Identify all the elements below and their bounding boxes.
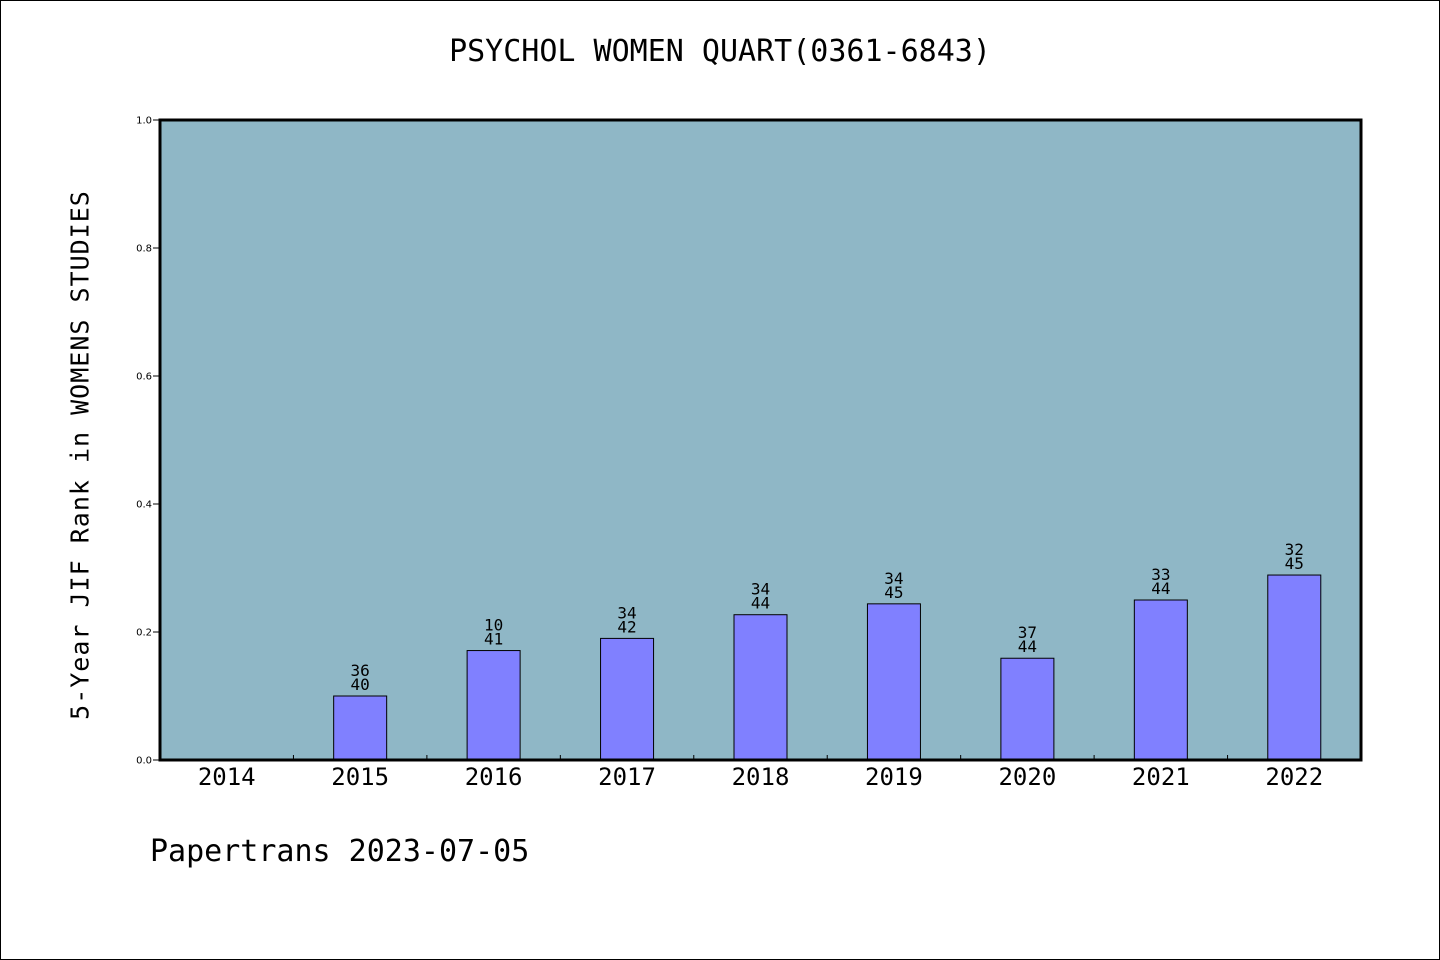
x-tick-label: 2015 <box>331 763 389 791</box>
x-tick-label: 2021 <box>1132 763 1190 791</box>
bar-rank-label: 34 <box>617 603 636 622</box>
bar-rank-label: 32 <box>1285 540 1304 559</box>
bar <box>333 695 388 761</box>
bar <box>733 614 788 761</box>
bar-rank-label: 10 <box>484 616 503 635</box>
bar-total-label: 45 <box>1285 554 1304 573</box>
bar <box>600 637 655 761</box>
x-tick-label: 2017 <box>598 763 656 791</box>
bar <box>1000 657 1055 761</box>
bar-rank-label: 37 <box>1018 623 1037 642</box>
bar-total-label: 44 <box>751 594 770 613</box>
y-tick-label: 1.0 <box>136 116 152 127</box>
y-tick-label: 0.8 <box>136 244 152 255</box>
plot-border <box>158 118 1363 762</box>
bar-total-label: 42 <box>617 617 636 636</box>
bar-total-label: 44 <box>1018 637 1037 656</box>
bar-total-label: 40 <box>351 675 370 694</box>
chart-title: PSYCHOL WOMEN QUART(0361-6843) <box>449 34 991 69</box>
x-tick-label: 2018 <box>732 763 790 791</box>
bar <box>466 650 521 761</box>
x-tick-label: 2022 <box>1265 763 1323 791</box>
y-tick-label: 0.4 <box>136 500 152 511</box>
x-tick-label: 2016 <box>465 763 523 791</box>
bar-rank-label: 33 <box>1151 565 1170 584</box>
bar <box>866 603 921 761</box>
bar-rank-label: 34 <box>884 569 903 588</box>
bar-rank-label: 34 <box>751 580 770 599</box>
bar-total-label: 41 <box>484 630 503 649</box>
bar-total-label: 45 <box>884 583 903 602</box>
bar-total-label: 44 <box>1151 579 1170 598</box>
bar-rank-label: 36 <box>351 661 370 680</box>
x-tick-label: 2019 <box>865 763 923 791</box>
bar <box>1133 599 1188 761</box>
y-tick-label: 0.2 <box>136 628 152 639</box>
x-tick-label: 2020 <box>998 763 1056 791</box>
y-tick-label: 0.6 <box>136 372 152 383</box>
y-tick-label: 0.0 <box>136 756 152 767</box>
bar <box>1267 574 1322 761</box>
footer-credit: Papertrans 2023-07-05 <box>150 834 530 869</box>
x-tick-label: 2014 <box>198 763 256 791</box>
